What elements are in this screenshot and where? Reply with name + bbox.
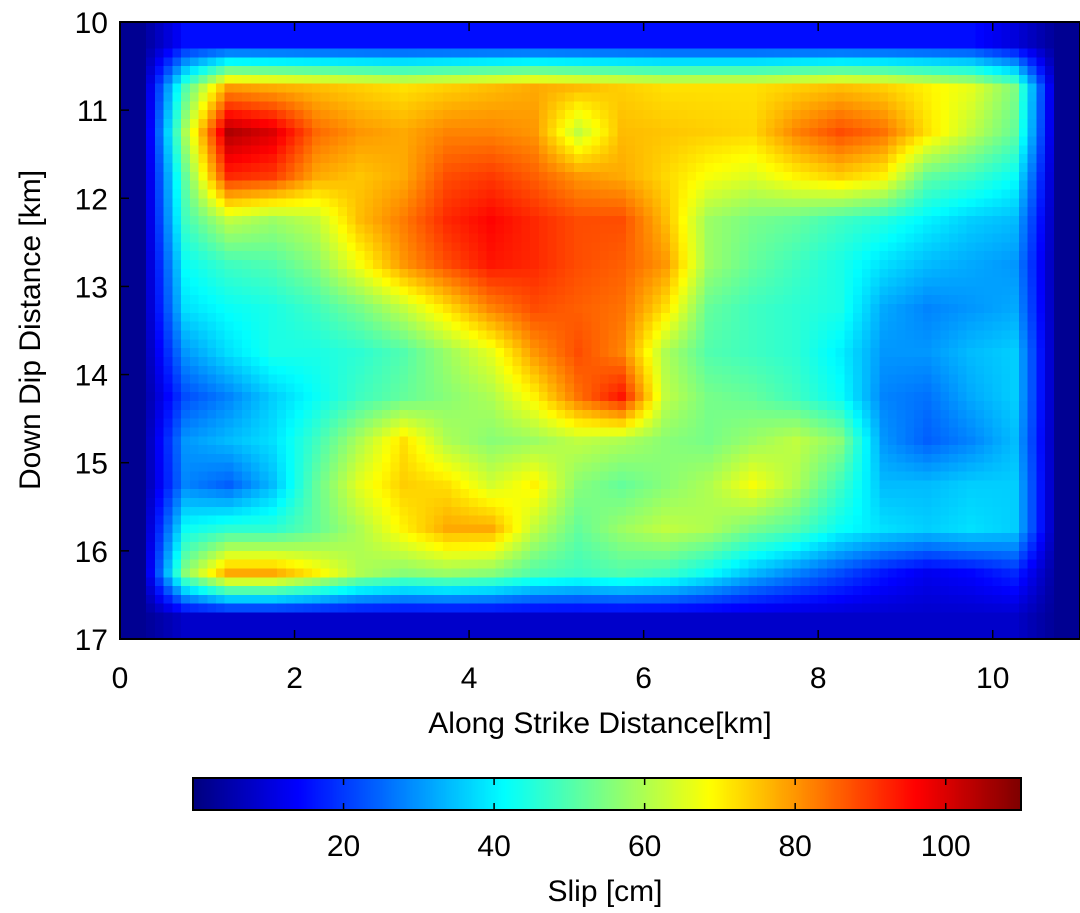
y-tick-label: 11 <box>77 95 108 128</box>
y-tick-label: 14 <box>75 360 108 393</box>
x-tick-label: 10 <box>976 662 1009 695</box>
x-axis-label: Along Strike Distance[km] <box>428 707 771 740</box>
y-tick-label: 16 <box>75 536 108 569</box>
colorbar-tick-label: 40 <box>477 830 510 863</box>
colorbar-label: Slip [cm] <box>547 875 662 908</box>
y-axis-ticks: 10 11 12 13 14 15 16 17 <box>75 7 129 657</box>
colorbar-frame <box>192 777 1022 811</box>
colorbar-tick-label: 20 <box>327 830 360 863</box>
y-tick-label: 17 <box>75 624 108 657</box>
plot-frame <box>119 21 1080 640</box>
colorbar-tick-label: 100 <box>921 830 971 863</box>
colorbar-tick-label: 60 <box>628 830 661 863</box>
x-tick-label: 4 <box>461 662 478 695</box>
x-tick-label: 0 <box>112 662 129 695</box>
y-tick-label: 10 <box>75 7 108 40</box>
y-tick-label: 13 <box>75 271 108 304</box>
slip-heatmap <box>120 22 1080 639</box>
x-tick-label: 8 <box>810 662 827 695</box>
y-tick-label: 15 <box>75 448 108 481</box>
x-tick-label: 2 <box>286 662 303 695</box>
colorbar-tick-label: 80 <box>778 830 811 863</box>
x-tick-label: 6 <box>635 662 652 695</box>
x-axis-ticks: 0 2 4 6 8 10 <box>112 22 1009 695</box>
y-tick-label: 12 <box>75 183 108 216</box>
colorbar-ticks: 20 40 60 80 100 <box>327 778 971 863</box>
y-axis-label: Down Dip Distance [km] <box>14 170 47 490</box>
colorbar-gradient <box>193 778 1021 810</box>
